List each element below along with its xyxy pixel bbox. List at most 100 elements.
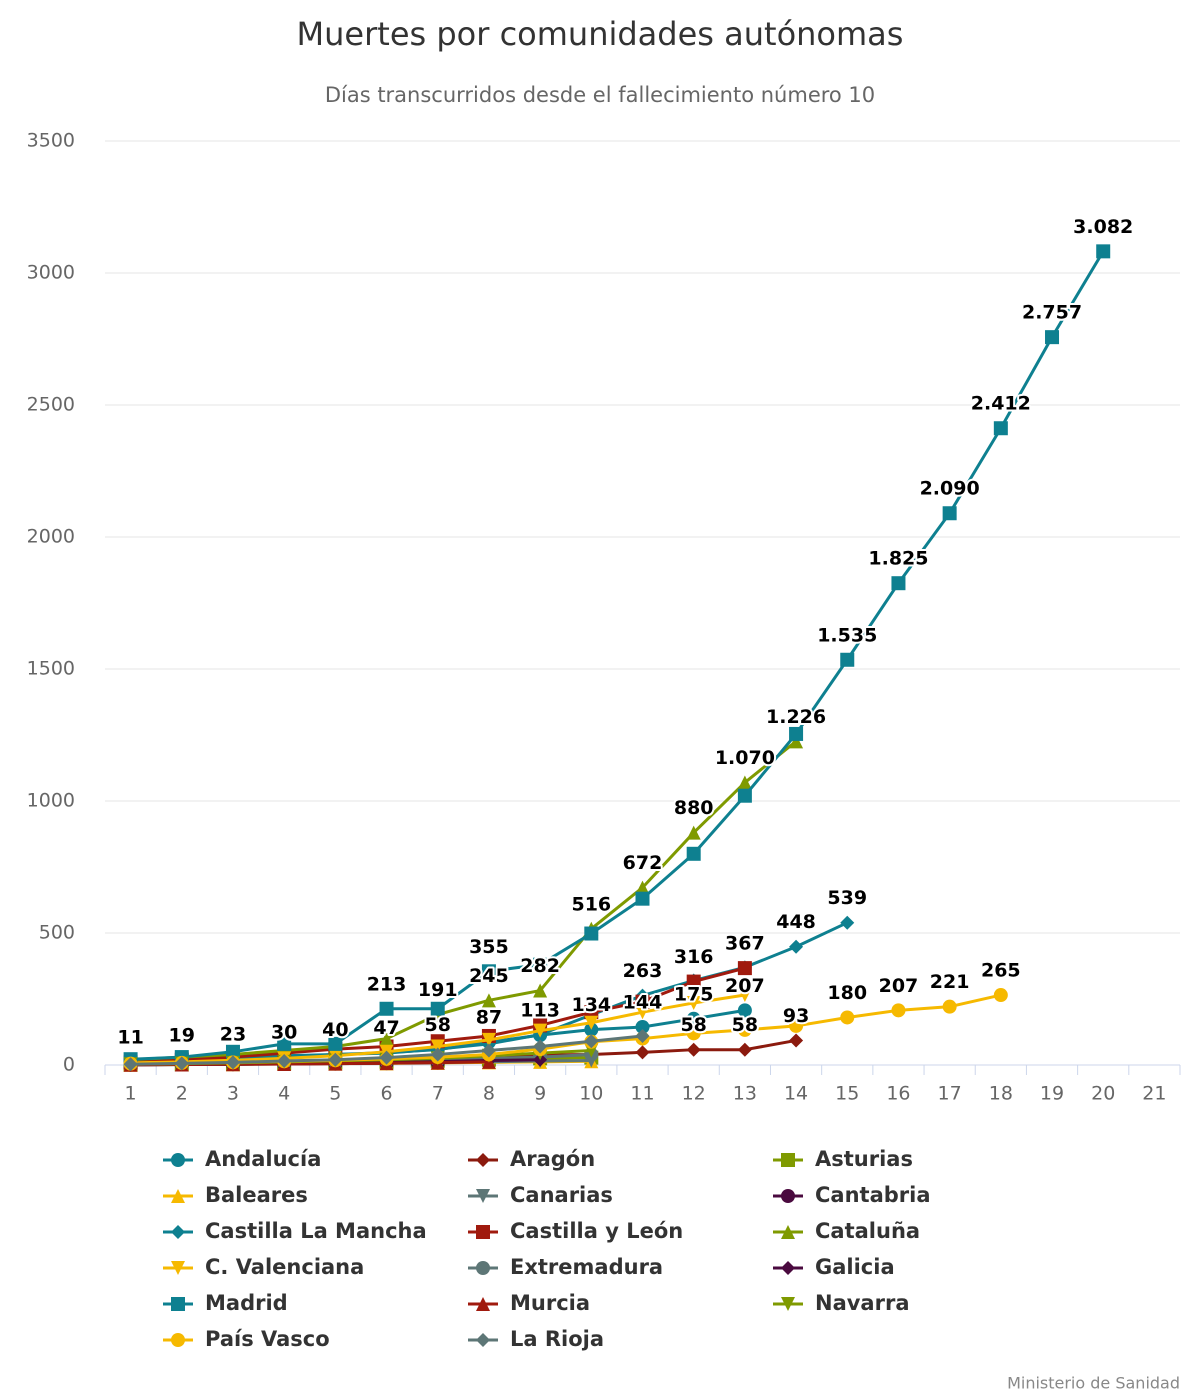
x-tick-label: 2 [176, 1083, 188, 1105]
marker [533, 983, 548, 998]
marker [174, 1056, 189, 1071]
marker [789, 734, 804, 749]
marker [584, 1034, 599, 1049]
marker [533, 1039, 548, 1054]
data-label: 539 [827, 887, 867, 909]
marker [635, 994, 650, 1009]
legend-label: Asturias [815, 1147, 913, 1171]
marker [840, 1010, 855, 1025]
marker [993, 988, 1008, 1003]
marker [840, 915, 855, 930]
data-label: 1.535 [817, 624, 877, 646]
data-label: 1.070 [715, 747, 775, 769]
legend-item[interactable]: Canarias [468, 1183, 613, 1207]
marker [942, 999, 957, 1014]
data-label: 58 [732, 1014, 758, 1036]
x-tick-label: 13 [733, 1083, 757, 1105]
marker [430, 1001, 445, 1016]
legend-item[interactable]: Navarra [773, 1291, 910, 1315]
marker [171, 1153, 185, 1167]
marker [635, 891, 650, 906]
data-label: 448 [776, 911, 816, 933]
legend-label: Castilla La Mancha [205, 1219, 427, 1243]
chart-subtitle: Días transcurridos desde el fallecimient… [325, 83, 875, 107]
data-label: 19 [169, 1024, 195, 1046]
marker [635, 880, 650, 895]
marker [171, 1297, 185, 1311]
marker [635, 1028, 650, 1043]
marker [171, 1225, 185, 1239]
data-label: 1.825 [868, 548, 928, 570]
marker [476, 1189, 490, 1203]
marker [476, 1153, 490, 1167]
marker [481, 1032, 496, 1047]
data-label: 2.757 [1022, 302, 1082, 324]
marker [635, 1019, 650, 1034]
marker [430, 1047, 445, 1062]
legend-item[interactable]: Andalucía [163, 1147, 321, 1171]
y-tick-label: 1000 [27, 790, 75, 812]
data-label: 2.090 [920, 478, 980, 500]
marker [781, 1225, 795, 1239]
marker [737, 1022, 752, 1037]
x-tick-label: 9 [534, 1083, 546, 1105]
x-tick-label: 15 [835, 1083, 859, 1105]
legend-item[interactable]: País Vasco [163, 1327, 330, 1351]
marker [781, 1189, 795, 1203]
legend-item[interactable]: C. Valenciana [163, 1255, 364, 1279]
data-label: 2.412 [971, 393, 1031, 415]
data-label: 30 [271, 1022, 297, 1044]
x-tick-label: 16 [886, 1083, 910, 1105]
data-label: 11 [117, 1027, 143, 1049]
x-tick-label: 19 [1040, 1083, 1064, 1105]
data-label: 672 [623, 852, 663, 874]
legend-item[interactable]: Castilla La Mancha [163, 1219, 427, 1243]
data-label: 23 [220, 1023, 246, 1045]
x-tick-label: 21 [1142, 1083, 1166, 1105]
legend-item[interactable]: Castilla y León [468, 1219, 683, 1243]
x-tick-label: 20 [1091, 1083, 1115, 1105]
y-tick-label: 2500 [27, 394, 75, 416]
legend-item[interactable]: Baleares [163, 1183, 308, 1207]
x-tick-label: 6 [381, 1083, 393, 1105]
x-tick-label: 10 [579, 1083, 603, 1105]
data-label: 180 [827, 982, 867, 1004]
legend-item[interactable]: Galicia [773, 1255, 895, 1279]
legend-item[interactable]: Extremadura [468, 1255, 663, 1279]
legend-item[interactable]: Murcia [468, 1291, 590, 1315]
series-line [130, 740, 798, 1062]
data-label: 134 [571, 994, 611, 1016]
legend-item[interactable]: La Rioja [468, 1327, 604, 1351]
y-tick-label: 3000 [27, 262, 75, 284]
legend-item[interactable]: Madrid [163, 1291, 288, 1315]
marker [686, 1042, 701, 1057]
data-label: 213 [367, 973, 407, 995]
legend-item[interactable]: Asturias [773, 1147, 913, 1171]
series [123, 244, 1111, 1067]
series-line [130, 250, 1105, 1061]
marker [171, 1261, 185, 1275]
legend-label: Aragón [510, 1147, 595, 1171]
data-label: 58 [680, 1014, 706, 1036]
data-label: 880 [674, 797, 714, 819]
legend-label: Cantabria [815, 1183, 931, 1207]
x-tick-label: 14 [784, 1083, 808, 1105]
marker [123, 1057, 138, 1072]
x-tick-label: 11 [630, 1083, 654, 1105]
legend-item[interactable]: Cantabria [773, 1183, 931, 1207]
data-label: 263 [623, 960, 663, 982]
data-label: 245 [469, 965, 509, 987]
marker [584, 926, 599, 941]
marker [737, 1042, 752, 1057]
x-tick-label: 3 [227, 1083, 239, 1105]
legend-label: La Rioja [510, 1327, 604, 1351]
legend-label: País Vasco [205, 1327, 330, 1351]
legend-item[interactable]: Cataluña [773, 1219, 920, 1243]
marker [686, 825, 701, 840]
marker [686, 846, 701, 861]
data-label: 516 [571, 893, 611, 915]
marker [277, 1036, 292, 1051]
legend-item[interactable]: Aragón [468, 1147, 595, 1171]
x-tick-label: 12 [682, 1083, 706, 1105]
data-label: 113 [520, 1000, 560, 1022]
